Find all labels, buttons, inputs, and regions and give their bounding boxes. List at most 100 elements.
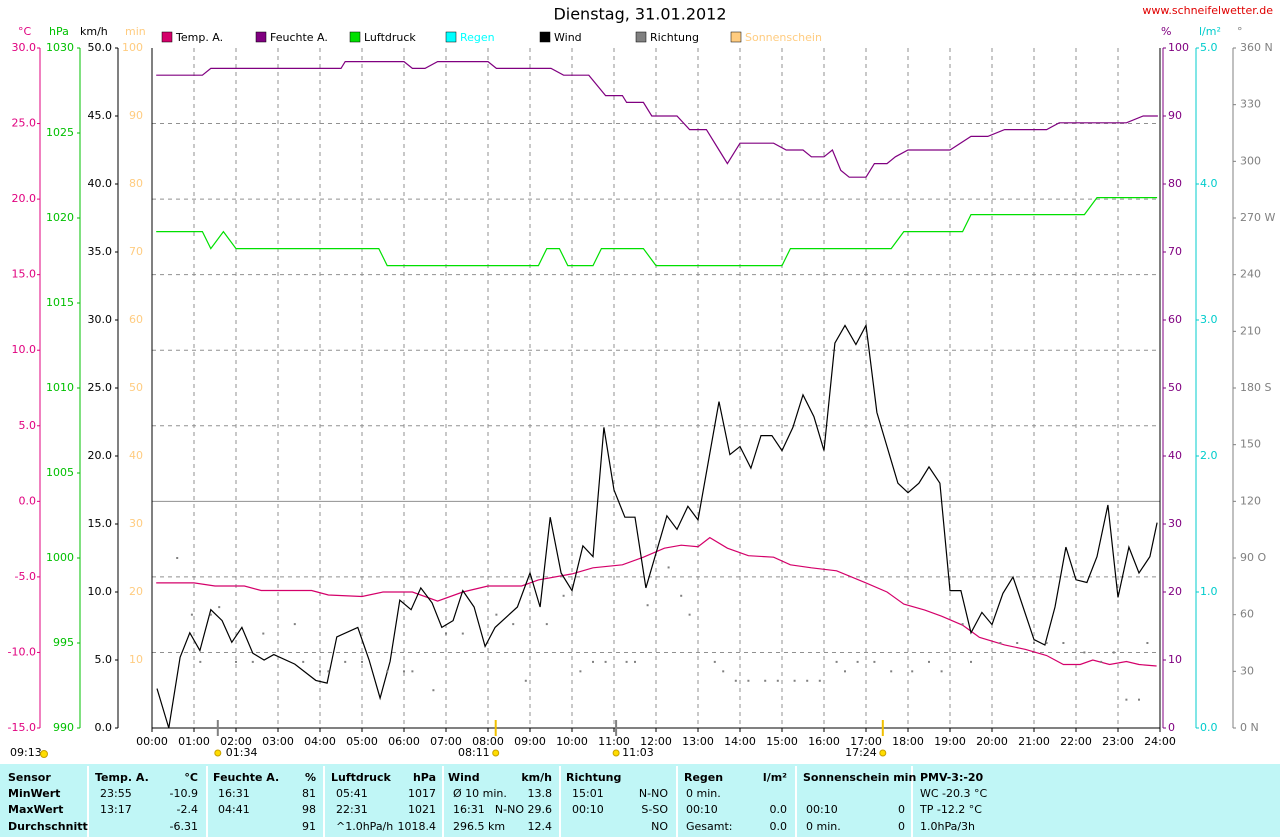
summary-cell: 98 xyxy=(302,803,316,816)
summary-cell: 0 min. xyxy=(806,820,841,833)
y-tick-label: 2.0 xyxy=(1200,449,1218,462)
annotation-icon xyxy=(492,749,500,757)
series-line xyxy=(156,197,1158,267)
x-tick-label: 23:00 xyxy=(1102,735,1134,748)
summary-header: Sensor xyxy=(8,771,51,784)
direction-dot xyxy=(625,660,628,663)
summary-unit: km/h xyxy=(521,771,552,784)
x-tick-label: 14:00 xyxy=(724,735,756,748)
summary-cell: 81 xyxy=(302,787,316,800)
x-tick-label: 19:00 xyxy=(934,735,966,748)
direction-dot xyxy=(495,613,498,616)
direction-dot xyxy=(461,632,464,635)
x-tick-label: 15:00 xyxy=(766,735,798,748)
y-tick-label: 30 xyxy=(129,517,143,530)
legend-label: Feuchte A. xyxy=(270,31,328,44)
left-note: 09:13 xyxy=(10,746,42,759)
direction-dot xyxy=(592,660,594,663)
summary-header: Regen xyxy=(684,771,723,784)
y-tick-label: 90 xyxy=(1168,109,1182,122)
summary-cell: N-NO xyxy=(495,803,524,816)
summary-cell: 1021 xyxy=(408,803,436,816)
y-tick-label: 0.0 xyxy=(19,494,37,507)
y-tick-label: 70 xyxy=(129,245,143,258)
y-tick-label: 35.0 xyxy=(88,245,113,258)
x-tick-label: 20:00 xyxy=(976,735,1008,748)
y-tick-label: 25.0 xyxy=(12,117,37,130)
y-tick-label: 1005 xyxy=(46,466,74,479)
direction-dot xyxy=(970,660,972,663)
summary-unit: % xyxy=(305,771,316,784)
axis-unit: °C xyxy=(18,25,32,38)
direction-dot xyxy=(890,670,893,673)
y-tick-label: 20 xyxy=(129,585,143,598)
y-tick-label: 1025 xyxy=(46,126,74,139)
y-tick-label: 40.0 xyxy=(88,177,113,190)
direction-dot xyxy=(940,670,943,673)
summary-cell: 00:10 xyxy=(572,803,604,816)
y-tick-label: 990 xyxy=(53,721,74,734)
y-tick-label: 60 xyxy=(129,313,143,326)
x-tick-label: 00:00 xyxy=(136,735,168,748)
y-tick-label: 15.0 xyxy=(88,517,113,530)
summary-header: Richtung xyxy=(566,771,621,784)
y-tick-label: 100 xyxy=(1168,41,1189,54)
axis-unit: ° xyxy=(1237,25,1243,38)
y-tick-label: -10.0 xyxy=(8,645,36,658)
x-tick-label: 17:00 xyxy=(850,735,882,748)
axis-unit: l/m² xyxy=(1199,25,1221,38)
direction-dot xyxy=(579,670,582,673)
summary-cell: ^1.0hPa/h xyxy=(336,820,393,833)
direction-dot xyxy=(1033,642,1035,644)
summary-unit: °C xyxy=(184,771,198,784)
x-tick-label: 10:00 xyxy=(556,735,588,748)
y-tick-label: 20.0 xyxy=(12,192,37,205)
summary-cell: TP -12.2 °C xyxy=(919,803,982,816)
y-tick-label: 10 xyxy=(129,653,143,666)
x-tick-label: 24:00 xyxy=(1144,735,1176,748)
source: www.schneifelwetter.de xyxy=(1142,4,1273,17)
legend-swatch xyxy=(635,31,647,43)
direction-dot xyxy=(1112,651,1115,654)
y-tick-label: 1000 xyxy=(46,551,74,564)
direction-dot xyxy=(293,623,296,626)
y-tick-label: 40 xyxy=(129,449,143,462)
summary-cell: 1.0hPa/3h xyxy=(920,820,975,833)
direction-dot xyxy=(524,679,527,682)
direction-dot xyxy=(764,679,767,682)
summary-cell: MinWert xyxy=(8,787,60,800)
y-tick-label: 10.0 xyxy=(88,585,113,598)
y-tick-label: 100 xyxy=(122,41,143,54)
legend-label: Temp. A. xyxy=(175,31,223,44)
y-tick-label: 20 xyxy=(1168,585,1182,598)
summary-cell: 0 xyxy=(898,803,905,816)
axis-unit: km/h xyxy=(80,25,108,38)
x-tick-label: 13:00 xyxy=(682,735,714,748)
y-tick-label: 180 S xyxy=(1240,381,1271,394)
summary-cell: -2.4 xyxy=(177,803,198,816)
summary-cell: -10.9 xyxy=(170,787,198,800)
y-tick-label: 4.0 xyxy=(1200,177,1218,190)
summary-cell: 13:17 xyxy=(100,803,132,816)
direction-dot xyxy=(806,679,809,682)
y-tick-label: 20.0 xyxy=(88,449,113,462)
direction-dot xyxy=(235,660,237,663)
y-tick-label: 90 xyxy=(129,109,143,122)
summary-cell: N-NO xyxy=(639,787,668,800)
summary-unit: hPa xyxy=(413,771,436,784)
legend-swatch xyxy=(539,31,551,43)
series-line xyxy=(156,323,1158,729)
y-tick-label: 330 xyxy=(1240,98,1261,111)
annotation-icon xyxy=(879,749,887,757)
summary-cell: WC -20.3 °C xyxy=(920,787,988,800)
summary-cell: Gesamt: xyxy=(686,820,733,833)
summary-cell: S-SO xyxy=(641,803,668,816)
direction-dot xyxy=(562,594,565,597)
direction-dot xyxy=(747,679,750,682)
summary-header: Feuchte A. xyxy=(213,771,279,784)
summary-cell: 05:41 xyxy=(336,787,368,800)
legend-swatch xyxy=(445,31,457,43)
x-tick-label: 03:00 xyxy=(262,735,294,748)
y-tick-label: 300 xyxy=(1240,154,1261,167)
